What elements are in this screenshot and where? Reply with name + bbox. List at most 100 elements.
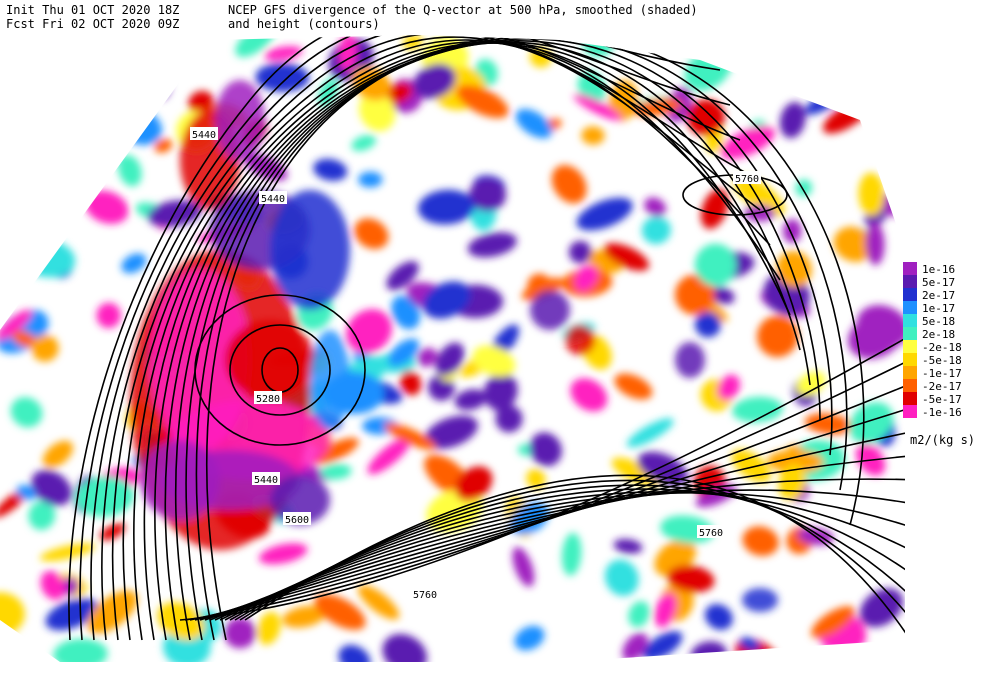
shade-blob (756, 315, 799, 358)
contour-label: 5760 (413, 590, 437, 601)
subtitle: and height (contours) (228, 17, 380, 31)
forecast-time: Fcst Fri 02 OCT 2020 09Z (6, 17, 179, 31)
shade-blob (417, 189, 475, 225)
shade-blob (694, 311, 721, 338)
shade-blob (422, 281, 471, 319)
contour (219, 492, 905, 621)
shade-blob (735, 638, 780, 662)
legend-label: -1e-17 (922, 367, 962, 380)
shade-blob (483, 372, 518, 411)
shade-blob (313, 158, 348, 181)
shade-blob (456, 84, 509, 119)
contour-label-bg (190, 127, 218, 140)
shade-blob (704, 604, 733, 630)
shade-blob (351, 134, 377, 152)
legend-label: 1e-16 (922, 263, 955, 276)
shade-blob (118, 154, 142, 187)
shade-blob (33, 84, 88, 123)
legend-label: 5e-18 (922, 315, 955, 328)
legend-swatch (903, 366, 917, 379)
shade-blob (568, 240, 592, 264)
contour (90, 35, 741, 641)
shade-blob (739, 637, 760, 652)
shade-blob (515, 108, 553, 139)
shade-blob (573, 94, 622, 121)
shade-blob (804, 85, 850, 115)
shade-blob (384, 423, 437, 450)
contour (195, 35, 848, 641)
contour (229, 324, 331, 416)
shade-core (742, 588, 778, 612)
shade-blob (731, 396, 783, 423)
legend-swatch (903, 392, 917, 405)
shade-blob (85, 190, 129, 224)
contour-label-bg (283, 512, 311, 525)
shade-blob (45, 598, 98, 631)
contour (194, 294, 366, 446)
contour-label: 5440 (261, 194, 285, 205)
shade-blob (694, 243, 737, 287)
shade-blob (39, 155, 64, 174)
contour (244, 474, 905, 656)
contour (143, 42, 791, 641)
shade-blob (235, 35, 276, 58)
shade-blob (822, 100, 871, 134)
shade-blob (469, 178, 507, 212)
contour (224, 491, 905, 621)
shade-blob (667, 565, 715, 593)
shade-blob (257, 611, 281, 645)
shade-blob (495, 405, 523, 433)
shade-blob (858, 172, 885, 217)
shade-blob (255, 63, 310, 92)
contour-label: 5760 (735, 174, 759, 185)
shade-core (565, 325, 595, 355)
shade-blob (804, 71, 830, 98)
shade-blob (472, 345, 516, 377)
shade-blob (849, 402, 894, 444)
shade-blob (382, 633, 427, 662)
blobs (0, 35, 905, 662)
contour (154, 42, 801, 641)
shade-core (310, 330, 350, 430)
units: m2/(kg s) (910, 433, 975, 447)
shade-blob (224, 617, 256, 649)
contour-label: 5760 (699, 528, 723, 539)
shade-blob (514, 625, 545, 651)
legend-label: -2e-18 (922, 341, 962, 354)
contour (209, 478, 905, 621)
shade-blob (40, 570, 65, 600)
shade-blob (4, 187, 50, 230)
legend-label: -1e-16 (922, 406, 962, 419)
shade-blob (795, 179, 813, 197)
shade-blob (779, 102, 806, 139)
shade-blob (282, 605, 326, 628)
shade-blob (644, 197, 667, 217)
contour-label: 5440 (254, 475, 278, 486)
shade-blob (79, 59, 111, 99)
legend-swatch (903, 262, 917, 275)
shade-blob (417, 347, 438, 367)
shade-blob (0, 592, 25, 636)
shade-blob (386, 261, 419, 291)
contour-label-bg (254, 391, 282, 404)
legend-label: 1e-17 (922, 302, 955, 315)
shade-blob (576, 197, 633, 231)
shade-blob (31, 469, 72, 506)
shade-core (225, 320, 315, 400)
shade-blob (570, 378, 608, 412)
contour-label-bg (733, 171, 761, 184)
shade-blob (865, 222, 885, 266)
shade-blob (388, 338, 420, 367)
legend-swatch (903, 301, 917, 314)
shade-blob (642, 631, 683, 661)
shade-blob (710, 286, 735, 305)
shade-blob (603, 243, 650, 271)
shade-blob (58, 88, 111, 105)
shade-blob (114, 35, 143, 78)
shade-blob (717, 374, 741, 401)
contour (122, 39, 771, 641)
shade-blob (825, 35, 856, 58)
shade-blob (154, 138, 173, 153)
shade-blob (121, 253, 147, 274)
